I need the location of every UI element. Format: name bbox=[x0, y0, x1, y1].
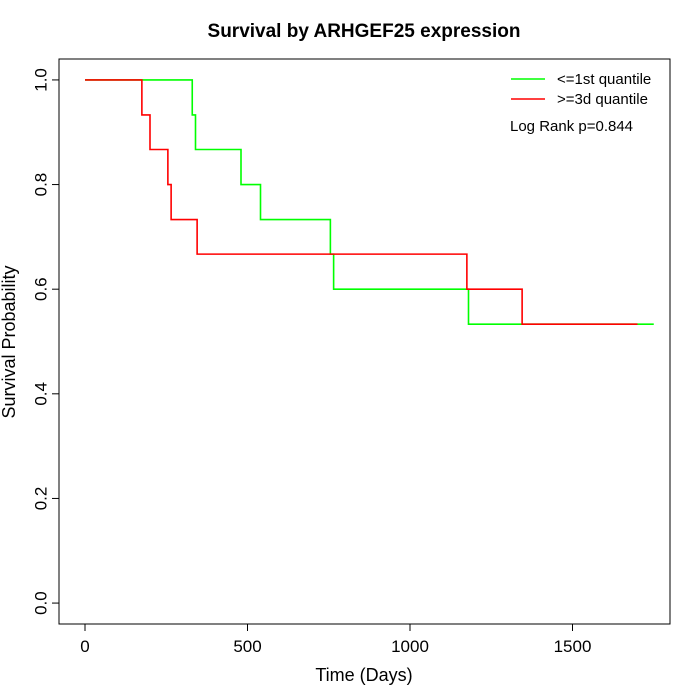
chart-title: Survival by ARHGEF25 expression bbox=[208, 21, 521, 42]
survival-curve-low bbox=[85, 79, 654, 326]
y-tick-label: 0.4 bbox=[31, 382, 50, 406]
y-tick-label: 0.6 bbox=[31, 277, 50, 301]
x-axis: 0 500 1000 1500 bbox=[80, 623, 592, 656]
y-axis-label: Survival Probability bbox=[0, 265, 19, 418]
x-tick-label: 1500 bbox=[554, 637, 592, 656]
y-tick-label: 0.2 bbox=[31, 487, 50, 511]
legend: <=1st quantile >=3d quantile bbox=[511, 71, 651, 108]
legend-label: <=1st quantile bbox=[557, 71, 651, 88]
legend-label: >=3d quantile bbox=[557, 91, 648, 108]
y-tick-label: 0.8 bbox=[31, 173, 50, 197]
x-axis-label: Time (Days) bbox=[315, 665, 412, 685]
x-tick-label: 500 bbox=[233, 637, 261, 656]
y-tick-label: 0.0 bbox=[31, 591, 50, 615]
survival-curves bbox=[85, 79, 654, 326]
y-tick-label: 1.0 bbox=[31, 68, 50, 92]
log-rank-annotation: Log Rank p=0.844 bbox=[510, 118, 633, 135]
x-tick-label: 1000 bbox=[391, 637, 429, 656]
y-axis: 0.0 0.2 0.4 0.6 0.8 1.0 bbox=[31, 68, 60, 615]
survival-curve-high bbox=[85, 79, 638, 326]
x-tick-label: 0 bbox=[80, 637, 89, 656]
